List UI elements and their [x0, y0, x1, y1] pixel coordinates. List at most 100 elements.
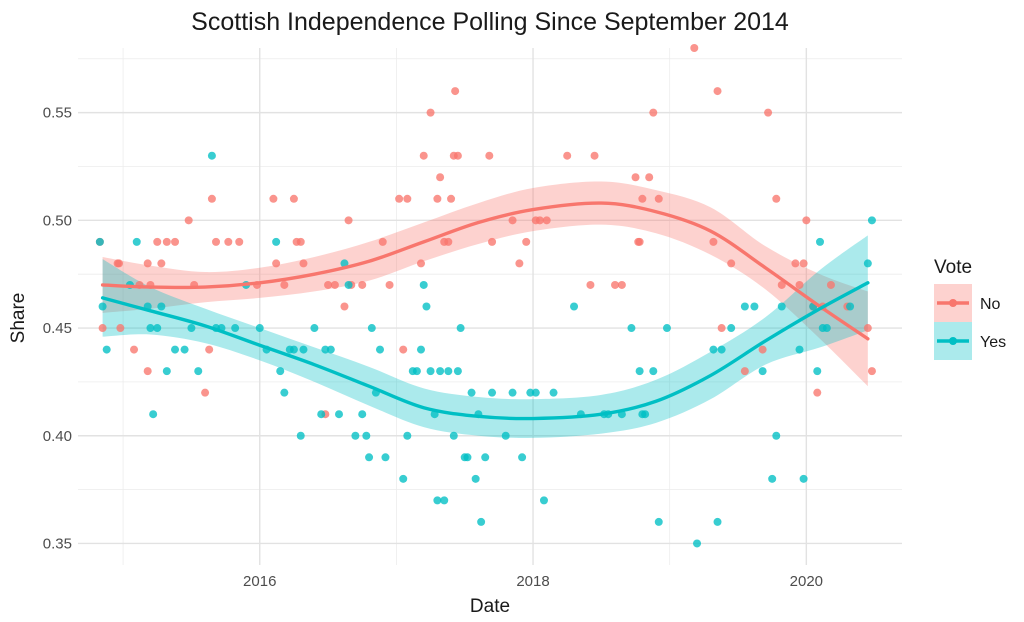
yes-poll-point: [351, 431, 360, 440]
no-poll-point: [631, 173, 640, 182]
yes-poll-point: [255, 324, 264, 333]
yes-poll-point: [456, 324, 465, 333]
no-poll-point: [114, 259, 123, 268]
yes-poll-point: [772, 431, 781, 440]
yes-poll-point: [289, 345, 298, 354]
yes-poll-point: [453, 367, 462, 376]
no-poll-point: [340, 302, 349, 311]
yes-poll-point: [412, 367, 421, 376]
yes-poll-point: [344, 280, 353, 289]
no-poll-point: [522, 237, 531, 246]
yes-poll-point: [276, 367, 285, 376]
no-poll-point: [764, 108, 773, 117]
no-poll-point: [153, 237, 162, 246]
yes-poll-point: [335, 410, 344, 419]
x-tick-label: 2018: [516, 573, 549, 590]
yes-poll-point: [570, 302, 579, 311]
trend-lines: [100, 201, 870, 421]
yes-poll-point: [367, 324, 376, 333]
yes-poll-point: [157, 302, 166, 311]
yes-poll-point: [449, 431, 458, 440]
yes-poll-point: [693, 539, 702, 548]
no-poll-point: [299, 259, 308, 268]
no-poll-point: [116, 324, 125, 333]
y-tick-label: 0.40: [43, 428, 72, 445]
no-poll-point: [447, 194, 456, 203]
y-tick-label: 0.45: [43, 320, 72, 337]
yes-confidence-ribbon: [102, 235, 868, 438]
yes-poll-point: [187, 324, 196, 333]
no-poll-point: [758, 345, 767, 354]
yes-trend-line: [100, 281, 870, 421]
no-poll-point: [212, 237, 221, 246]
yes-poll-point: [280, 388, 289, 397]
axis-ticks: 0.35 0.40 0.45 0.50 0.55 2016 2018 2020: [43, 105, 823, 590]
x-axis-title: Date: [470, 596, 510, 617]
no-poll-point: [378, 237, 387, 246]
yes-poll-point: [444, 367, 453, 376]
yes-poll-point: [365, 453, 374, 462]
yes-poll-point: [162, 367, 171, 376]
no-poll-point: [184, 216, 193, 225]
yes-poll-point: [799, 474, 808, 483]
no-poll-point: [399, 345, 408, 354]
yes-poll-point: [758, 367, 767, 376]
yes-poll-point: [539, 496, 548, 505]
yes-poll-point: [662, 324, 671, 333]
yes-poll-point: [326, 345, 335, 354]
no-poll-point: [324, 280, 333, 289]
yes-poll-point: [768, 474, 777, 483]
yes-poll-point: [641, 410, 650, 419]
yes-poll-point: [310, 324, 319, 333]
no-poll-point: [433, 194, 442, 203]
yes-poll-point: [272, 237, 281, 246]
yes-poll-point: [102, 345, 111, 354]
no-poll-point: [344, 216, 353, 225]
no-poll-point: [130, 345, 139, 354]
no-poll-point: [272, 259, 281, 268]
no-poll-point: [485, 151, 494, 160]
y-tick-label: 0.50: [43, 212, 72, 229]
no-poll-point: [713, 87, 722, 96]
yes-poll-point: [713, 517, 722, 526]
yes-poll-point: [867, 216, 876, 225]
no-poll-point: [717, 324, 726, 333]
no-poll-point: [617, 280, 626, 289]
yes-poll-point: [440, 496, 449, 505]
no-poll-point: [444, 237, 453, 246]
no-poll-point: [426, 108, 435, 117]
no-poll-point: [645, 173, 654, 182]
no-poll-point: [863, 324, 872, 333]
no-poll-point: [635, 237, 644, 246]
yes-poll-point: [146, 324, 155, 333]
no-poll-point: [813, 388, 822, 397]
yes-poll-point: [171, 345, 180, 354]
no-poll-point: [403, 194, 412, 203]
no-poll-point: [563, 151, 572, 160]
no-poll-point: [488, 237, 497, 246]
yes-poll-point: [863, 259, 872, 268]
yes-poll-point: [481, 453, 490, 462]
yes-poll-point: [207, 151, 216, 160]
legend-title: Vote: [934, 257, 972, 278]
no-poll-point: [162, 237, 171, 246]
no-poll-point: [638, 194, 647, 203]
yes-poll-point: [627, 324, 636, 333]
no-poll-point: [515, 259, 524, 268]
no-poll-point: [535, 216, 544, 225]
no-poll-point: [201, 388, 210, 397]
no-poll-point: [330, 280, 339, 289]
chart-title: Scottish Independence Polling Since Sept…: [191, 8, 789, 36]
yes-poll-point: [149, 410, 158, 419]
no-poll-point: [296, 237, 305, 246]
yes-poll-point: [531, 388, 540, 397]
yes-legend-point: [949, 337, 957, 345]
no-poll-point: [224, 237, 233, 246]
no-poll-point: [709, 237, 718, 246]
yes-poll-point: [846, 302, 855, 311]
no-poll-point: [586, 280, 595, 289]
yes-poll-point: [403, 431, 412, 440]
yes-poll-point: [358, 410, 367, 419]
yes-poll-point: [709, 345, 718, 354]
